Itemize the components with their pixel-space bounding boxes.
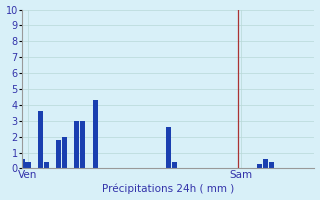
Bar xyxy=(26,162,31,168)
Bar xyxy=(44,162,49,168)
Bar xyxy=(166,127,171,168)
Bar xyxy=(269,162,274,168)
Bar xyxy=(172,162,177,168)
Bar xyxy=(20,159,25,168)
Bar xyxy=(257,164,262,168)
Bar xyxy=(38,111,43,168)
X-axis label: Précipitations 24h ( mm ): Précipitations 24h ( mm ) xyxy=(102,184,234,194)
Bar xyxy=(263,159,268,168)
Bar xyxy=(92,100,98,168)
Bar xyxy=(56,140,61,168)
Bar xyxy=(80,121,85,168)
Bar xyxy=(62,137,67,168)
Bar xyxy=(74,121,79,168)
